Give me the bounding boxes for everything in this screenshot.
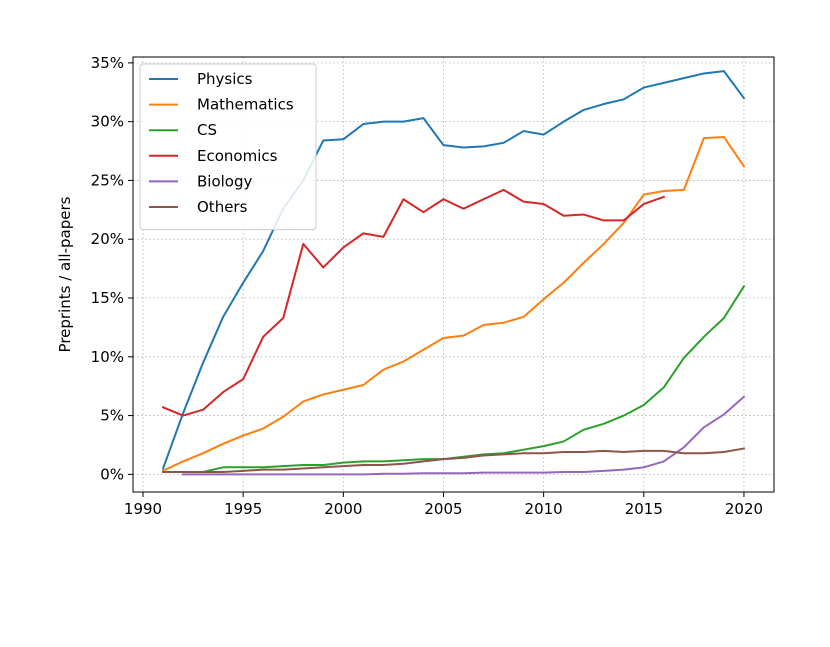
- x-tick-label: 1990: [124, 500, 162, 518]
- y-tick-label: 30%: [91, 113, 124, 131]
- y-tick-label: 5%: [100, 407, 124, 425]
- legend-label-biology: Biology: [197, 172, 253, 190]
- x-tick-label: 2010: [525, 500, 563, 518]
- y-tick-label: 15%: [91, 289, 124, 307]
- series-line-others: [162, 447, 746, 474]
- plot-frame: [132, 56, 775, 493]
- series-line-economics: [161, 188, 666, 417]
- y-axis-label: Preprints / all-papers: [56, 196, 74, 352]
- y-tick-label: 25%: [91, 171, 124, 189]
- y-tick-label: 35%: [91, 54, 124, 72]
- legend: Physics Mathematics CS Economics Biology Othe…: [139, 63, 317, 231]
- y-tick-label: 10%: [91, 348, 124, 366]
- x-axis: 1990 1995 2000 2005 2010 2015 2020: [124, 492, 763, 518]
- series-line-biology: [182, 395, 746, 476]
- series-line-physics: [161, 70, 746, 470]
- x-tick-label: 1995: [224, 500, 262, 518]
- legend-label-others: Others: [197, 198, 248, 216]
- x-tick-label: 2000: [324, 500, 362, 518]
- legend-label-physics: Physics: [197, 70, 253, 88]
- series-line-mathematics: [161, 135, 746, 473]
- x-tick-label: 2015: [625, 500, 663, 518]
- legend-label-economics: Economics: [197, 147, 278, 165]
- legend-label-cs: CS: [197, 121, 217, 139]
- legend-frame: [139, 63, 317, 231]
- x-tick-label: 2020: [725, 500, 763, 518]
- y-tick-label: 0%: [100, 465, 124, 483]
- grid: [133, 57, 774, 492]
- legend-label-mathematics: Mathematics: [197, 96, 294, 114]
- series-lines: [161, 70, 746, 476]
- x-tick-label: 2005: [424, 500, 462, 518]
- y-axis: 0% 5% 10% 15% 20% 25% 30% 35%: [91, 54, 133, 483]
- y-tick-label: 20%: [91, 230, 124, 248]
- series-line-cs: [162, 284, 746, 474]
